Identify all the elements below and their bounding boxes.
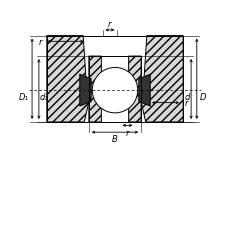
Text: r: r [39,38,42,46]
Text: r: r [108,19,111,29]
Text: d: d [184,93,189,102]
Polygon shape [138,36,182,123]
Polygon shape [125,57,141,123]
Polygon shape [47,36,91,123]
Text: D: D [199,93,205,102]
Polygon shape [100,76,129,105]
Polygon shape [138,75,150,106]
Polygon shape [79,75,91,106]
Text: d₁: d₁ [40,93,49,102]
Text: B: B [112,134,117,143]
Circle shape [92,68,137,113]
Text: r: r [125,128,129,137]
Polygon shape [88,57,104,123]
Text: D₁: D₁ [19,93,29,102]
Text: r: r [183,99,187,108]
